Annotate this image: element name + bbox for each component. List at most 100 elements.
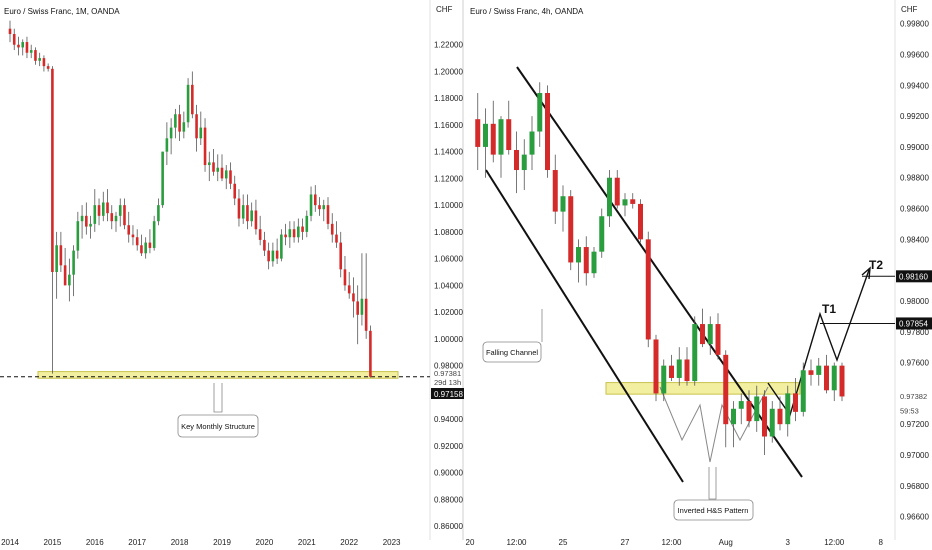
right-candle-body <box>529 131 535 155</box>
right-candle-body <box>762 396 767 437</box>
left-candle-body <box>305 215 309 232</box>
right-x-tick: 27 <box>621 538 630 547</box>
left-candle-body <box>157 205 160 222</box>
right-candle-body <box>824 365 829 391</box>
right-candle-body <box>560 196 566 212</box>
left-candle-body <box>55 245 58 272</box>
right-price-badge <box>896 270 932 283</box>
left-x-tick: 2018 <box>171 538 189 547</box>
left-candle-body <box>72 250 75 275</box>
right-y-tick: 0.99600 <box>900 51 929 60</box>
left-price-label-2: 29d 13h <box>434 378 461 387</box>
right-y-tick: 0.97800 <box>900 328 929 337</box>
left-y-tick: 1.18000 <box>434 94 463 103</box>
left-candle-body <box>34 50 37 61</box>
right-currency-label: CHF <box>901 5 918 14</box>
left-x-tick: 2023 <box>383 538 401 547</box>
left-chart-title: Euro / Swiss Franc, 1M, OANDA <box>4 7 120 16</box>
right-zone-rect <box>605 382 801 395</box>
right-x-tick: 20 <box>466 538 475 547</box>
right-y-axis: 0.99800 0.99600 0.99400 0.99200 0.99000 0.988… <box>900 20 929 522</box>
left-candle-body <box>356 301 359 315</box>
left-price-badge-text: 0.97158 <box>434 390 463 399</box>
right-candle-body <box>715 324 721 355</box>
right-candles <box>475 82 845 455</box>
left-currency-label: CHF <box>436 5 453 14</box>
left-candle-body <box>246 205 249 222</box>
left-candle-body <box>339 242 343 270</box>
right-y-tick: 0.97000 <box>900 451 929 460</box>
left-candle-body <box>237 198 241 219</box>
right-support-zone <box>605 382 801 395</box>
left-x-tick: 2020 <box>256 538 274 547</box>
right-candle-body <box>676 359 682 378</box>
left-candle-body <box>51 68 54 272</box>
left-candle-body <box>250 210 253 222</box>
right-candle-body <box>576 247 581 263</box>
left-candle-body <box>101 202 105 216</box>
left-candle-body <box>131 234 135 238</box>
left-candle-body <box>254 210 258 230</box>
right-candle-body <box>707 324 713 345</box>
right-y-tick: 0.97200 <box>900 420 929 429</box>
left-candle-body <box>182 122 186 132</box>
right-candle-body <box>700 324 705 345</box>
left-candle-body <box>284 234 287 238</box>
left-candle-body <box>110 213 114 222</box>
left-candle-body <box>322 205 326 210</box>
right-y-tick: 0.99000 <box>900 143 929 152</box>
right-x-tick: 12:00 <box>506 538 527 547</box>
left-candle-body <box>241 205 245 219</box>
left-candle-body <box>347 285 351 294</box>
right-x-tick: 8 <box>879 538 884 547</box>
right-y-tick: 0.98000 <box>900 297 929 306</box>
left-candle-body <box>216 167 220 172</box>
right-y-tick: 0.96800 <box>900 482 929 491</box>
left-candle-body <box>97 205 101 216</box>
right-candle-body <box>599 216 605 252</box>
projection-arrowhead <box>861 266 871 280</box>
right-price-label: 0.97382 <box>900 392 927 401</box>
left-candle-body <box>106 202 109 214</box>
left-y-tick: 0.88000 <box>434 495 463 504</box>
left-callout-pointer <box>213 383 223 413</box>
right-candle-body <box>800 370 806 412</box>
left-y-tick: 1.00000 <box>434 335 463 344</box>
right-candle-body <box>498 119 504 155</box>
right-candle-body <box>607 177 612 217</box>
left-candle-body <box>258 229 262 240</box>
inverted-hs-label: Inverted H&S Pattern <box>678 506 749 515</box>
right-price-label: 59:53 <box>900 406 919 415</box>
left-y-tick: 1.14000 <box>434 148 463 157</box>
left-x-tick: 2017 <box>128 538 146 547</box>
left-y-tick: 1.16000 <box>434 121 463 130</box>
left-y-tick: 1.08000 <box>434 228 463 237</box>
left-candle-body <box>191 84 194 115</box>
right-y-tick: 0.98600 <box>900 205 929 214</box>
left-x-axis: 2014 2015 2016 2017 2018 2019 2020 2021 2022 2023 <box>1 538 401 547</box>
left-candles <box>8 20 372 378</box>
right-candle-body <box>692 324 698 382</box>
target-t2-label: T2 <box>869 258 883 272</box>
left-candle-body <box>46 66 50 69</box>
left-candle-body <box>144 242 147 254</box>
right-x-tick: Aug <box>719 538 733 547</box>
right-candle-body <box>591 251 597 274</box>
right-candle-body <box>645 239 651 340</box>
right-candle-body <box>793 393 798 412</box>
left-candle-body <box>161 151 164 206</box>
right-candle-body <box>568 196 574 263</box>
left-y-tick: 0.98000 <box>434 362 463 371</box>
left-zone-rect <box>37 371 399 379</box>
left-candle-body <box>38 58 41 61</box>
left-y-tick: 0.94000 <box>434 415 463 424</box>
right-y-tick: 0.99200 <box>900 112 929 121</box>
right-chart-title: Euro / Swiss Franc, 4h, OANDA <box>470 7 584 16</box>
channel-lower-line <box>485 169 684 483</box>
right-candle-body <box>839 365 845 397</box>
left-candle-body <box>140 245 143 254</box>
left-candle-body <box>152 221 156 248</box>
ihs-box <box>673 499 754 521</box>
left-y-tick: 1.02000 <box>434 308 463 317</box>
